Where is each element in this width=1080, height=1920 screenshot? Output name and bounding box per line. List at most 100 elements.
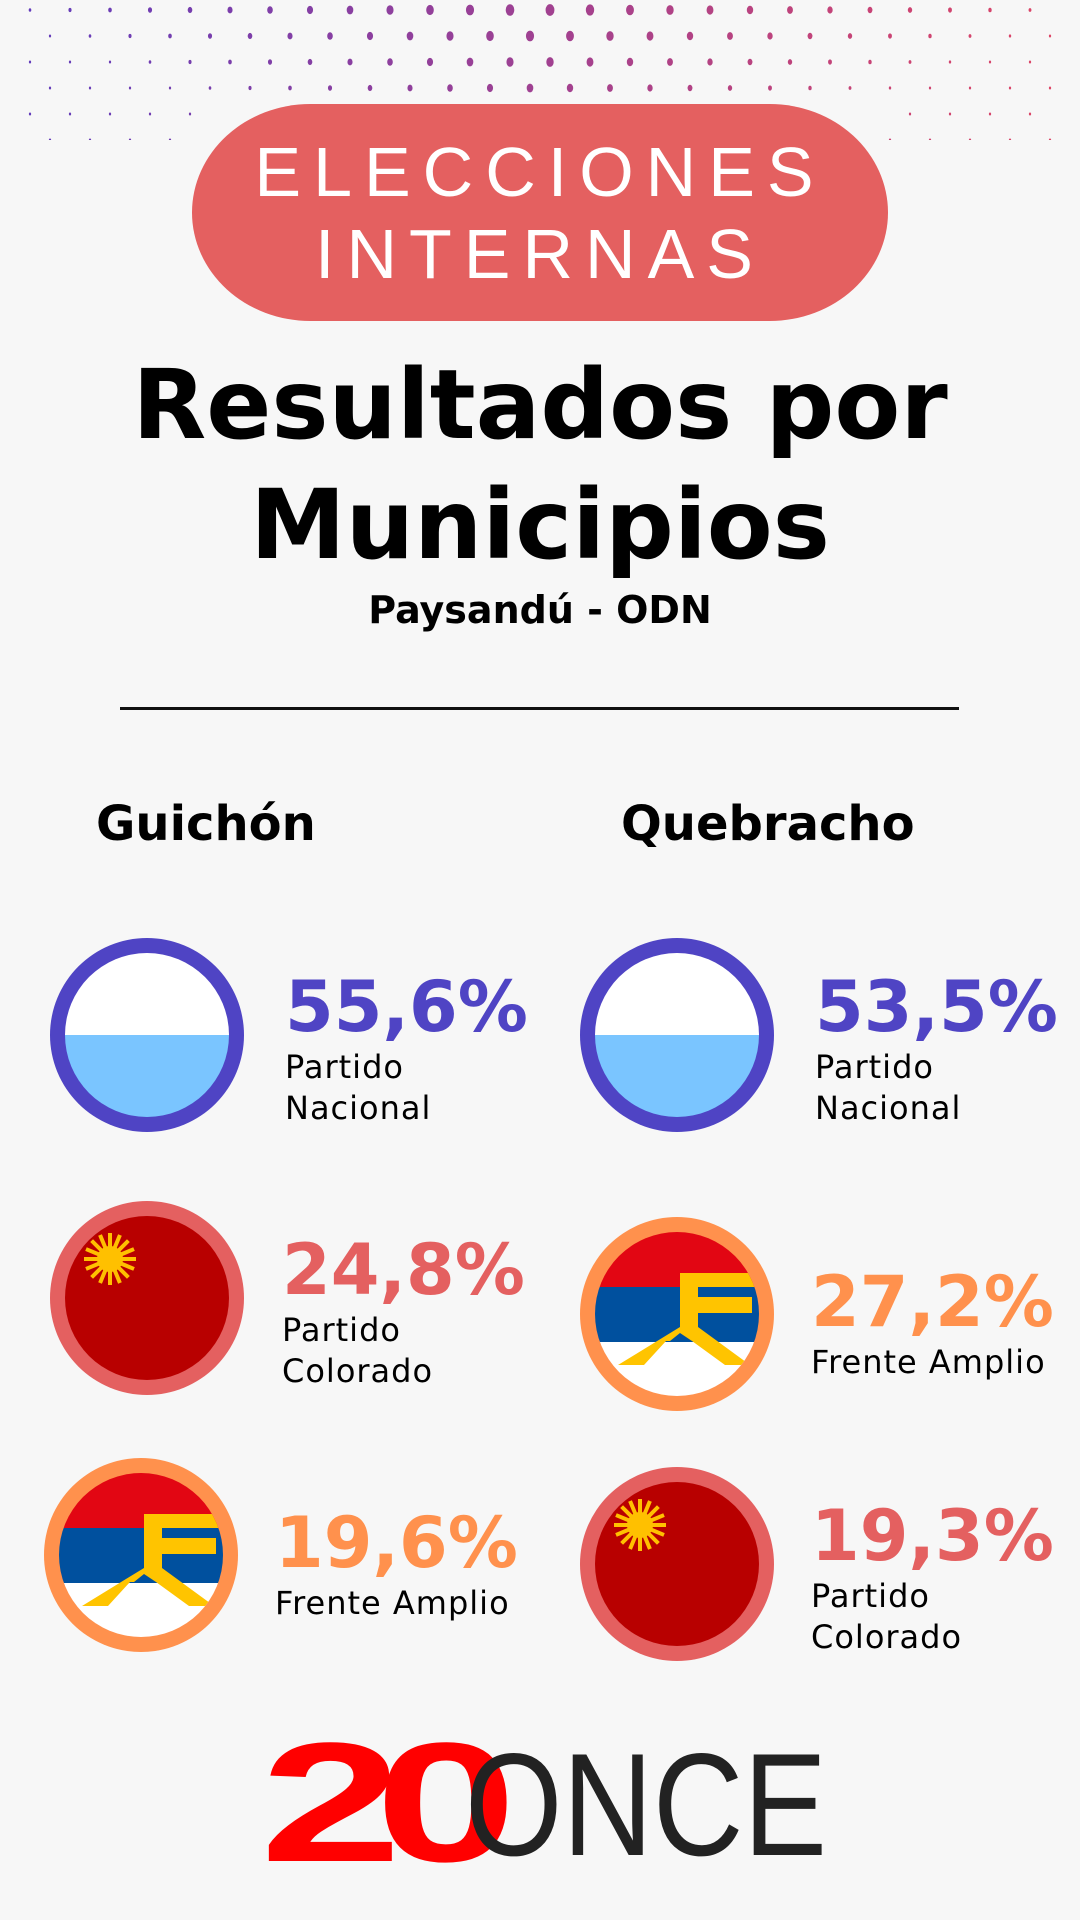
- dot: [888, 33, 892, 39]
- dot: [968, 34, 972, 38]
- dot: [928, 33, 932, 39]
- decorative-dots: [28, 4, 1052, 140]
- dot: [128, 138, 132, 140]
- frente-amplio-flag-icon: [44, 1458, 238, 1652]
- result-percent: 24,8%: [282, 1229, 525, 1311]
- dot: [546, 57, 554, 67]
- party-name-line-2: Colorado: [282, 1352, 434, 1390]
- dot: [386, 5, 394, 15]
- dot: [888, 138, 892, 140]
- dot: [988, 112, 992, 116]
- dot: [207, 33, 213, 39]
- svg-text:20: 20: [260, 1733, 507, 1873]
- result-percent: 53,5%: [815, 966, 1058, 1048]
- dot: [168, 138, 172, 140]
- title-line-2: Municipios: [250, 469, 830, 581]
- page-subtitle: Paysandú - ODN: [368, 588, 712, 632]
- dot: [828, 59, 832, 65]
- title-line-1: Resultados por: [132, 349, 948, 461]
- dot: [128, 33, 132, 39]
- party-name-line-1: Partido: [811, 1577, 930, 1615]
- dot: [868, 59, 872, 65]
- frente-amplio-flag-icon: [580, 1217, 774, 1411]
- dot: [948, 7, 952, 13]
- dot: [988, 7, 992, 13]
- dot: [88, 86, 92, 90]
- dot: [968, 86, 972, 90]
- dot: [387, 58, 393, 66]
- result-text: 27,2% Frente Amplio: [811, 1262, 1054, 1383]
- dot: [505, 4, 515, 16]
- partido-colorado-flag-icon: [50, 1201, 244, 1395]
- party-name-line-1: Partido: [282, 1311, 401, 1349]
- dot: [706, 5, 714, 15]
- dot: [148, 60, 152, 64]
- party-name-line-2: Colorado: [811, 1618, 963, 1656]
- result-text: 19,6% Frente Amplio: [275, 1503, 518, 1624]
- dot: [667, 58, 673, 66]
- dot: [626, 4, 634, 16]
- dot: [888, 86, 892, 90]
- dot: [147, 7, 153, 13]
- dot: [686, 31, 694, 41]
- dot: [928, 138, 932, 140]
- dot: [447, 84, 453, 92]
- dot: [208, 86, 212, 90]
- party-name-line-1: Frente Amplio: [811, 1343, 1046, 1381]
- dot: [586, 57, 594, 67]
- dot: [687, 84, 693, 92]
- dot: [545, 4, 555, 16]
- dot: [747, 58, 753, 66]
- dot: [626, 57, 634, 67]
- dot: [607, 84, 613, 92]
- dot: [28, 112, 32, 116]
- dot: [108, 7, 112, 13]
- dot: [366, 31, 374, 41]
- dot: [807, 32, 813, 40]
- dot: [1028, 8, 1032, 12]
- 20once-logo: 20 ONCE: [260, 1733, 827, 1873]
- dot: [847, 33, 853, 39]
- result-percent: 19,6%: [275, 1502, 518, 1584]
- dot: [48, 138, 52, 140]
- dot: [646, 31, 654, 41]
- dot: [727, 32, 733, 40]
- dot: [707, 58, 713, 66]
- dot: [168, 33, 172, 39]
- dot: [848, 86, 852, 90]
- dot: [525, 30, 535, 42]
- dot: [248, 85, 252, 91]
- dot: [486, 30, 494, 42]
- dot: [327, 85, 333, 91]
- dot: [566, 83, 574, 93]
- dot: [247, 32, 253, 40]
- dot: [808, 85, 812, 91]
- party-name-line-1: Partido: [285, 1048, 404, 1086]
- dot: [767, 32, 773, 40]
- dot: [606, 31, 614, 41]
- dot: [907, 7, 913, 13]
- dot: [288, 85, 292, 91]
- dot: [228, 59, 232, 65]
- dot: [128, 86, 132, 90]
- dot: [68, 60, 72, 64]
- dot: [465, 4, 475, 16]
- dot: [406, 31, 414, 41]
- party-name-line-1: Frente Amplio: [275, 1584, 510, 1622]
- result-percent: 19,3%: [811, 1495, 1054, 1577]
- dot: [367, 84, 373, 92]
- dot: [746, 5, 754, 15]
- dot: [506, 57, 514, 67]
- dot: [168, 86, 172, 90]
- dot: [827, 6, 833, 14]
- divider: [120, 707, 959, 710]
- dot: [1048, 138, 1052, 140]
- dot: [347, 58, 353, 66]
- dot: [108, 60, 112, 64]
- dot: [1048, 34, 1052, 38]
- dot: [908, 112, 912, 116]
- dot: [948, 112, 952, 116]
- dot: [108, 112, 112, 116]
- dot: [48, 86, 52, 90]
- dot: [188, 112, 192, 116]
